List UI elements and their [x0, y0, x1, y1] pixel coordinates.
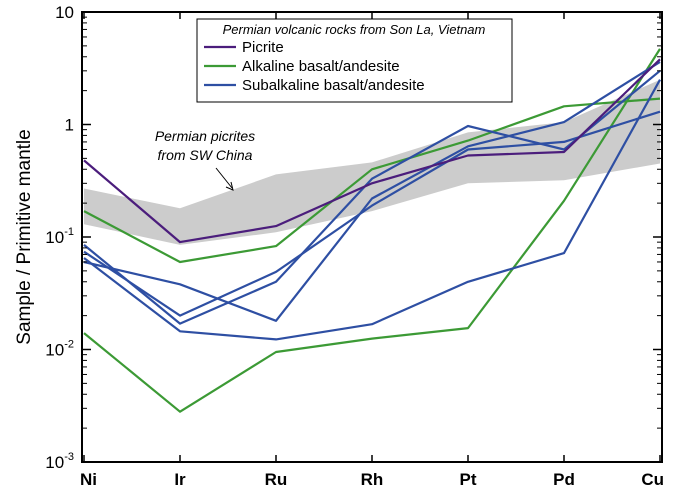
y-tick-label: 10-3 — [45, 451, 74, 472]
legend-label-1: Picrite — [242, 39, 284, 56]
legend-title: Permian volcanic rocks from Son La, Viet… — [223, 22, 486, 37]
x-tick-label-ir: Ir — [174, 470, 186, 489]
band-annotation-arrowhead — [225, 181, 234, 191]
legend-entries: Picrite Alkaline basalt/andesite Subalkali… — [204, 39, 425, 94]
x-tick-label-ru: Ru — [265, 470, 288, 489]
x-tick-label-pd: Pd — [553, 470, 575, 489]
x-tick-label-cu: Cu — [641, 470, 664, 489]
x-tick-labels: Ni Ir Ru Rh Pt Pd Cu — [80, 470, 664, 489]
series-line-2 — [83, 97, 661, 264]
series-line-6 — [83, 60, 661, 322]
legend-label-2: Alkaline basalt/andesite — [242, 58, 400, 75]
band-label-line2: from SW China — [158, 147, 253, 163]
legend-label-3: Subalkaline basalt/andesite — [242, 77, 425, 94]
y-tick-label: 10 — [55, 3, 74, 22]
band-annotation-arrow — [215, 167, 233, 189]
band-label-line1: Permian picrites — [155, 128, 255, 144]
series-line-1 — [83, 58, 661, 244]
x-tick-label-rh: Rh — [361, 470, 384, 489]
reference-band-layer — [84, 79, 660, 245]
y-tick-label: 1 — [65, 116, 74, 135]
series-line-7 — [83, 79, 661, 341]
legend-box — [196, 18, 513, 103]
series-line-5 — [83, 110, 661, 317]
series-layer — [83, 48, 661, 413]
y-tick-label: 10-1 — [45, 226, 74, 247]
tick-layer — [82, 11, 662, 463]
x-tick-label-pt: Pt — [460, 470, 477, 489]
reference-band — [84, 79, 660, 245]
series-line-3 — [83, 48, 661, 413]
y-tick-labels: 10-3 10-2 10-1 1 10 — [45, 3, 74, 472]
legend: Permian volcanic rocks from Son La, Viet… — [196, 18, 513, 103]
y-axis-label: Sample / Primitive mantle — [14, 129, 35, 344]
y-tick-label: 10-2 — [45, 339, 74, 360]
band-annotation: Permian picrites from SW China — [155, 128, 255, 191]
series-line-4 — [83, 69, 661, 325]
x-tick-label-ni: Ni — [80, 470, 97, 489]
